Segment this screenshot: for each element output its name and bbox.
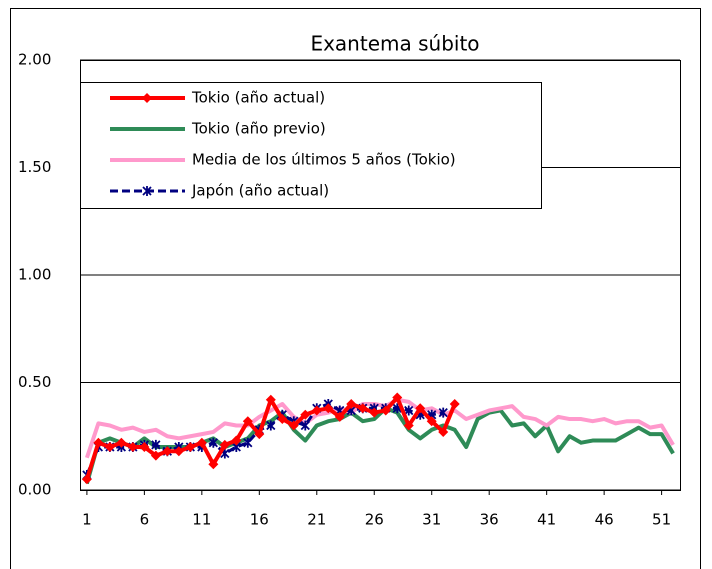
marker xyxy=(219,439,230,450)
marker xyxy=(104,442,115,452)
marker xyxy=(142,186,152,196)
y-tick-label: 2.00 xyxy=(18,51,51,69)
marker xyxy=(403,420,414,431)
marker xyxy=(288,420,299,431)
plot-area xyxy=(80,60,681,491)
marker xyxy=(334,411,345,422)
marker xyxy=(346,399,357,409)
marker xyxy=(426,416,437,427)
marker xyxy=(438,426,449,437)
marker xyxy=(127,442,138,452)
marker xyxy=(404,405,414,416)
marker xyxy=(449,399,460,409)
marker xyxy=(277,414,288,425)
x-tick-label: 6 xyxy=(140,511,150,529)
marker xyxy=(150,450,161,461)
marker xyxy=(93,437,104,448)
legend-box xyxy=(80,82,542,209)
y-tick-label: 0.50 xyxy=(18,373,51,391)
marker xyxy=(300,409,311,420)
legend-label: Japón (año actual) xyxy=(191,182,329,200)
marker xyxy=(81,474,92,485)
marker xyxy=(357,403,368,414)
marker xyxy=(254,429,265,440)
marker xyxy=(380,405,391,416)
x-tick-label: 36 xyxy=(480,511,499,529)
marker xyxy=(242,416,253,427)
marker xyxy=(392,392,403,403)
series-line xyxy=(84,406,675,485)
marker xyxy=(185,442,196,452)
marker xyxy=(438,407,448,418)
marker xyxy=(116,437,127,448)
marker xyxy=(196,437,207,448)
x-tick-label: 11 xyxy=(192,511,211,529)
x-tick-label: 31 xyxy=(422,511,441,529)
y-tick-label: 1.50 xyxy=(18,158,51,176)
chart-title: Exantema súbito xyxy=(310,32,479,56)
x-tick-label: 41 xyxy=(537,511,556,529)
marker xyxy=(265,394,276,405)
x-tick-label: 16 xyxy=(250,511,269,529)
marker xyxy=(162,446,173,457)
y-tick-label: 1.00 xyxy=(18,266,51,284)
x-tick-label: 51 xyxy=(652,511,671,529)
x-tick-label: 26 xyxy=(365,511,384,529)
x-tick-label: 21 xyxy=(307,511,326,529)
marker xyxy=(300,420,310,431)
legend: Tokio (año actual) Tokio (año previo) Medi… xyxy=(80,82,542,209)
marker xyxy=(415,403,426,414)
marker xyxy=(151,439,161,450)
y-tick-label: 0.00 xyxy=(18,481,51,499)
marker xyxy=(139,442,150,452)
series-line xyxy=(84,397,675,459)
series-layer xyxy=(81,392,675,485)
marker xyxy=(208,459,219,470)
marker xyxy=(369,407,380,418)
marker xyxy=(243,437,253,448)
marker xyxy=(208,437,218,448)
marker xyxy=(311,405,322,416)
x-tick-label: 46 xyxy=(595,511,614,529)
marker xyxy=(231,435,242,446)
legend-label: Tokio (año previo) xyxy=(191,120,326,138)
marker xyxy=(173,446,184,457)
marker xyxy=(323,403,334,414)
marker xyxy=(266,420,276,431)
legend-label: Media de los últimos 5 años (Tokio) xyxy=(192,151,456,169)
legend-label: Tokio (año actual) xyxy=(191,89,325,107)
marker xyxy=(142,93,152,103)
x-tick-label: 1 xyxy=(82,511,92,529)
